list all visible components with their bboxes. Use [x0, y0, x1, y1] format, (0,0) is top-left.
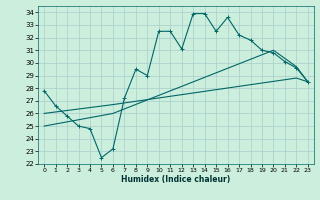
X-axis label: Humidex (Indice chaleur): Humidex (Indice chaleur): [121, 175, 231, 184]
